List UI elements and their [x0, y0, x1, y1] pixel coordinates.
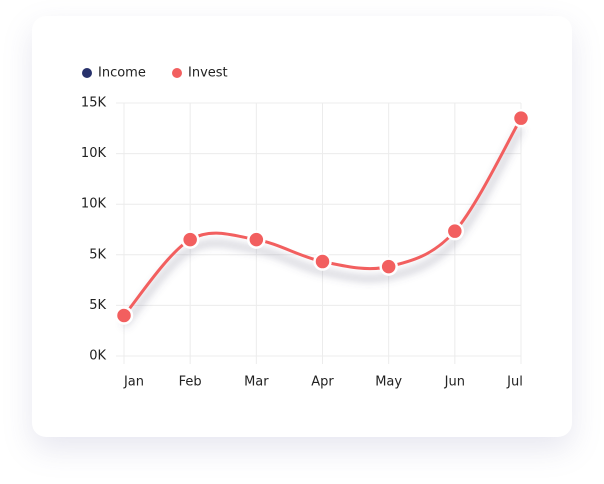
- legend-marker: [82, 68, 92, 78]
- x-tick-label: Jun: [444, 375, 465, 390]
- legend-label: Income: [98, 66, 146, 81]
- y-tick-label: 10K: [81, 197, 107, 212]
- x-tick-label: Feb: [179, 375, 202, 390]
- x-tick-label: May: [375, 375, 402, 390]
- y-tick-label: 5K: [89, 247, 106, 262]
- point: [445, 221, 465, 241]
- point: [379, 257, 398, 276]
- point: [313, 252, 332, 271]
- x-tick-label: Mar: [244, 375, 269, 390]
- point: [180, 230, 200, 249]
- x-tick-label: Jul: [506, 375, 523, 390]
- point: [511, 108, 531, 128]
- legend-label: Invest: [188, 66, 228, 81]
- point: [114, 306, 134, 325]
- x-tick-label: Jan: [123, 375, 144, 390]
- y-tick-label: 15K: [81, 96, 107, 111]
- legend-marker: [172, 68, 182, 78]
- x-tick-label: Apr: [311, 375, 334, 390]
- card: [32, 16, 572, 437]
- y-tick-label: 0K: [89, 349, 106, 364]
- y-tick-label: 5K: [89, 298, 106, 313]
- y-tick-label: 10K: [81, 146, 107, 161]
- point: [247, 230, 266, 249]
